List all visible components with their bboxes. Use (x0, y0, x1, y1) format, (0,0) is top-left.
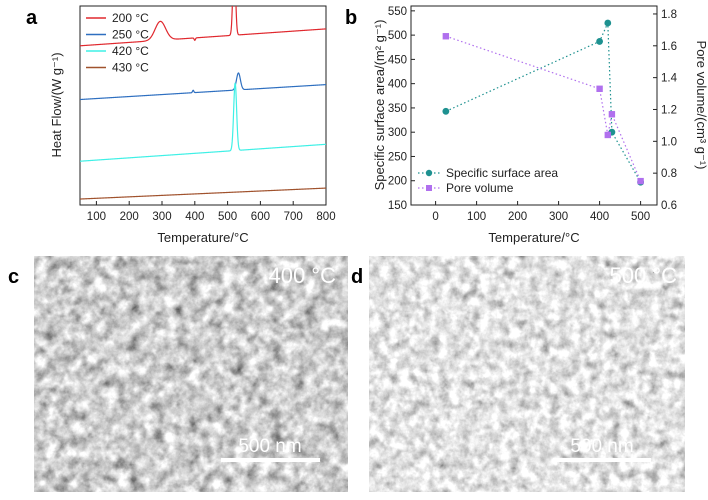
y-tick-label: 400 (388, 79, 407, 91)
dsc-chart: 100 200 300 400 500 600 700 800 200 °C 250 °C 420… (49, 5, 336, 245)
y-axis-title-left: Specific surface area/(m² g⁻¹) (372, 20, 387, 191)
y-right-tick-label: 0.6 (661, 200, 677, 212)
sem-image-400: 400 °C 500 nm (34, 256, 348, 492)
x-tick-label: 200 (508, 211, 527, 223)
x-tick-label: 500 (218, 211, 237, 223)
sem-texture (34, 256, 348, 492)
legend-label: 250 °C (112, 28, 149, 42)
y-axis-title-right: Pore volume/(cm³ g⁻¹) (694, 41, 708, 170)
y-right-tick-label: 1.8 (661, 9, 677, 21)
y-tick-label: 350 (388, 103, 407, 115)
x-tick-label: 200 (120, 211, 139, 223)
scale-bar (221, 458, 320, 462)
scale-bar-label: 500 nm (238, 436, 301, 457)
y-tick-label: 200 (388, 176, 407, 188)
x-tick-label: 100 (87, 211, 106, 223)
x-tick-label: 600 (251, 211, 270, 223)
legend-label: Pore volume (446, 181, 514, 195)
panel-letter-c: c (8, 266, 19, 288)
legend-label: Specific surface area (446, 166, 558, 180)
legend-marker (425, 169, 433, 177)
data-point (596, 38, 603, 45)
legend-label: 420 °C (112, 44, 149, 58)
y-tick-label: 250 (388, 151, 407, 163)
x-tick-label: 800 (316, 211, 335, 223)
sem-texture (369, 256, 685, 492)
series-line-2 (80, 82, 326, 162)
y-right-tick-label: 1.2 (661, 104, 677, 116)
x-tick-label: 700 (284, 211, 303, 223)
data-point (604, 131, 611, 139)
series-line-0 (445, 22, 642, 183)
y-tick-label: 300 (388, 127, 407, 139)
legend-marker (426, 185, 432, 191)
y-right-tick-label: 1.0 (661, 136, 677, 148)
y-right-tick-label: 1.4 (661, 73, 678, 85)
sem-temperature-label: 400 °C (268, 263, 336, 288)
data-point (596, 85, 603, 92)
data-point (637, 177, 644, 185)
y-axis-title: Heat Flow/(W g⁻¹) (49, 52, 64, 157)
series-line-3 (80, 187, 326, 200)
data-point (608, 111, 616, 118)
scale-bar-label: 500 nm (570, 436, 633, 457)
x-axis-title: Temperature/°C (488, 230, 579, 245)
data-point (604, 19, 612, 27)
legend-label: 430 °C (112, 61, 149, 75)
bet-chart: 0 100 200 300 400 500 150 200 250 300 350 400 450 500… (372, 5, 708, 245)
x-tick-label: 300 (549, 211, 568, 223)
x-tick-label: 300 (152, 211, 171, 223)
y-tick-label: 500 (388, 30, 407, 42)
series-line-1 (445, 35, 642, 182)
x-tick-label: 0 (432, 211, 438, 223)
x-tick-label: 500 (631, 211, 650, 223)
sem-image-500: 500 °C 500 nm (369, 256, 685, 492)
y-tick-label: 450 (388, 54, 407, 66)
scale-bar (553, 458, 651, 462)
plot-frame (79, 5, 327, 206)
plot-frame (410, 5, 658, 206)
x-tick-label: 400 (185, 211, 204, 223)
legend: 200 °C 250 °C 420 °C 430 °C (86, 11, 149, 75)
y-right-tick-label: 0.8 (661, 168, 677, 180)
panel-letter-b: b (345, 7, 357, 29)
data-point (442, 107, 450, 115)
series-line-1 (80, 72, 326, 101)
legend-label: 200 °C (112, 11, 149, 25)
panel-letter-d: d (351, 266, 363, 288)
x-tick-label: 400 (590, 211, 609, 223)
y-right-tick-label: 1.6 (661, 41, 677, 53)
x-tick-label: 100 (467, 211, 486, 223)
sem-temperature-label: 500 °C (609, 263, 677, 288)
y-tick-label: 550 (388, 6, 407, 18)
panel-letter-a: a (26, 7, 38, 29)
series-line-0 (80, 6, 326, 47)
y-tick-label: 150 (388, 200, 407, 212)
data-point (442, 33, 450, 40)
x-axis-title: Temperature/°C (157, 230, 248, 245)
